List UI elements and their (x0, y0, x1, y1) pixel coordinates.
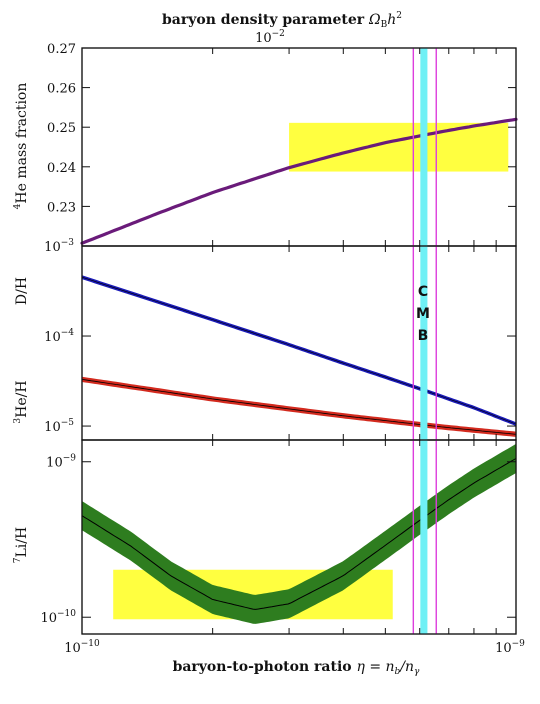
dh-curve (81, 276, 517, 425)
he4-ytick-label: 0.24 (47, 161, 76, 176)
li7-panel: 7Li/H 10−9 10−10 (13, 439, 517, 635)
bottom-axis-title: baryon-to-photon ratio η = nb/nγ (173, 659, 420, 677)
deuterium-he3-panel: D/H 3He/H 10−3 10−4 10−5 (13, 238, 517, 441)
he3-curve (81, 379, 517, 435)
he4-ytick-label: 0.23 (47, 200, 76, 215)
li7-curve (81, 458, 517, 610)
he4-panel: 4He mass fraction 0.27 0.26 0.25 0.24 0.23 (13, 42, 518, 247)
cmb-label-c: C (418, 284, 428, 300)
he4-ytick-label: 0.27 (47, 42, 76, 57)
he4-ytick-label: 0.26 (47, 82, 76, 97)
he4-ytick-label: 0.25 (47, 121, 76, 136)
he3-ylabel: 3He/H (13, 380, 30, 423)
cmb-label-m: M (416, 306, 430, 322)
he3-band (82, 376, 516, 437)
dh-ytick-label: 10−4 (44, 328, 74, 345)
dh-band (82, 275, 516, 427)
he4-ylabel: 4He mass fraction (13, 83, 30, 210)
dh-ytick-label: 10−5 (44, 418, 74, 435)
he4-curve (80, 117, 518, 245)
top-axis-title: baryon density parameter ΩBh2 (162, 11, 402, 30)
x-tick-label-1e-9: 10−9 (495, 639, 525, 656)
li7-ytick-label: 10−10 (40, 609, 76, 626)
cmb-label: C M B (416, 284, 430, 344)
cmb-label-b: B (418, 328, 429, 344)
top-axis-tick-label: 10−2 (255, 29, 285, 46)
dh-ytick-label: 10−3 (44, 238, 74, 255)
li7-plot-frame-top (81, 439, 517, 635)
li7-ytick-label: 10−9 (46, 454, 76, 471)
cmb-band (420, 48, 428, 634)
he4-observed-box (289, 122, 509, 172)
li7-ylabel: 7Li/H (13, 527, 30, 563)
x-tick-label-1e-10: 10−10 (64, 639, 100, 656)
dh-ylabel: D/H (14, 277, 30, 305)
li7-band (82, 443, 516, 624)
